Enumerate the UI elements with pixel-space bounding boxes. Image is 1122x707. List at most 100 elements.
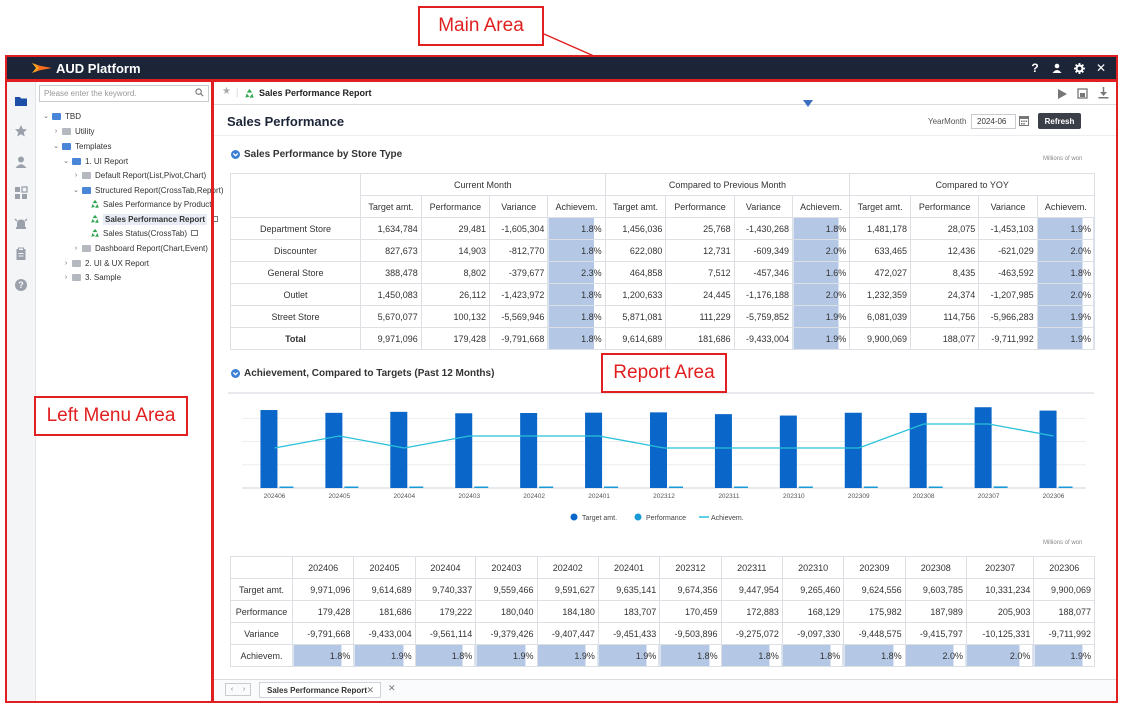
table-cell: 24,445 <box>665 283 735 306</box>
dashboard-icon[interactable] <box>14 186 28 200</box>
table-cell: 9,614,689 <box>604 327 667 350</box>
tree-node[interactable]: ⌄ 1. UI Report <box>62 155 128 167</box>
play-icon[interactable] <box>1058 89 1067 99</box>
chevron-right-icon[interactable]: › <box>74 244 78 252</box>
search-icon[interactable] <box>195 88 204 97</box>
chevron-right-icon[interactable]: › <box>64 259 68 267</box>
tab-prev-icon[interactable]: ‹ <box>230 686 234 693</box>
table-cell: 9,603,785 <box>904 578 967 601</box>
table-cell: 9,674,356 <box>659 578 722 601</box>
table-cell: -9,415,797 <box>904 622 967 645</box>
tree-node[interactable]: Sales Status(CrossTab) <box>82 227 199 239</box>
chevron-right-icon[interactable]: › <box>74 171 78 179</box>
star-icon[interactable] <box>14 124 28 138</box>
x-tick-label: 202311 <box>718 493 740 500</box>
tree-node[interactable]: › Dashboard Report(Chart,Event) <box>72 242 208 254</box>
search-input[interactable]: Please enter the keyword. <box>39 85 209 102</box>
target-bar <box>844 412 862 488</box>
tree-node-label: Default Report(List,Pivot,Chart) <box>95 170 207 180</box>
folder-icon[interactable] <box>14 94 28 108</box>
table-cell: 184,180 <box>536 600 599 623</box>
tree-node[interactable]: ⌄ Structured Report(CrossTab,Report) <box>72 184 223 196</box>
table-cell: 12,731 <box>665 239 735 262</box>
help-icon[interactable]: ? <box>1031 61 1039 75</box>
help-circle-icon[interactable]: ? <box>14 278 28 292</box>
table-cell: -9,407,447 <box>536 622 599 645</box>
table-cell: 180,040 <box>475 600 538 623</box>
table-cell: 2.0% <box>1036 239 1096 262</box>
performance-bar <box>1058 486 1073 488</box>
refresh-button[interactable]: Refresh <box>1038 113 1081 129</box>
chevron-down-icon[interactable]: ⌄ <box>73 187 79 194</box>
tab-sales-performance-report[interactable]: Sales Performance Report ✕ <box>259 682 381 698</box>
tree-node[interactable]: › 3. Sample <box>62 271 121 283</box>
month-header: 202312 <box>659 556 722 579</box>
tab-close-icon[interactable]: ✕ <box>366 685 374 695</box>
x-tick-label: 202306 <box>1043 493 1065 500</box>
table-cell: 2.0% <box>792 283 851 306</box>
shortcut-icon[interactable] <box>211 216 219 222</box>
alarm-icon[interactable] <box>14 217 28 231</box>
table-cell: 188,077 <box>909 327 980 350</box>
tree-node[interactable]: Sales Performance Report <box>82 213 219 225</box>
table-cell: 9,635,141 <box>597 578 661 601</box>
app-title: AUD Platform <box>56 60 141 76</box>
report-title-bar: Sales Performance YearMonth 2024-06 Refr… <box>213 106 1117 136</box>
close-all-tabs-icon[interactable]: ✕ <box>388 683 396 693</box>
table-cell: 9,447,954 <box>720 578 783 601</box>
table-row: Outlet 1,450,083 26,112 -1,423,972 1.8% 1,200… <box>230 283 1096 306</box>
page-title: Sales Performance <box>227 114 345 129</box>
download-icon[interactable] <box>1098 87 1109 99</box>
target-bar <box>455 413 473 488</box>
table-cell: 12,436 <box>909 239 980 262</box>
collapse-toggle-icon[interactable] <box>803 100 813 108</box>
folder-icon <box>62 142 71 150</box>
table-cell: 2.0% <box>1036 283 1096 306</box>
tree-node-label: Sales Performance Report <box>103 213 208 225</box>
group-header: Current Month <box>360 173 606 196</box>
collapse-chevron-icon[interactable] <box>231 150 240 159</box>
user-icon[interactable] <box>1051 63 1063 73</box>
column-header: Achievem. <box>1036 195 1096 218</box>
row-label: Outlet <box>230 283 361 306</box>
table-cell: 183,707 <box>597 600 661 623</box>
favorite-star-icon[interactable]: ★ <box>222 86 231 97</box>
tree-node[interactable]: ⌄ TBD <box>42 110 81 122</box>
table-cell: 1,481,178 <box>849 217 911 240</box>
target-bar <box>1039 410 1057 488</box>
legend-label: Achievem. <box>711 515 744 522</box>
yearmonth-input[interactable]: 2024-06 <box>971 114 1016 129</box>
save-icon[interactable] <box>1077 88 1088 99</box>
table-cell: 172,883 <box>720 600 783 623</box>
table-cell: -1,430,268 <box>733 217 794 240</box>
calendar-icon[interactable] <box>1019 115 1029 126</box>
tree-node[interactable]: ⌄ Templates <box>52 140 111 152</box>
chevron-down-icon[interactable]: ⌄ <box>63 158 69 165</box>
left-menu-tree: Please enter the keyword. ⌄ TBD › Utility ⌄ T… <box>36 80 224 702</box>
collapse-chevron-icon[interactable] <box>231 369 240 378</box>
close-icon[interactable]: ✕ <box>1095 61 1107 75</box>
chevron-right-icon[interactable]: › <box>54 127 58 135</box>
table-row: Variance -9,791,668 -9,433,004 -9,561,114 -9… <box>230 622 1095 645</box>
chevron-right-icon[interactable]: › <box>64 273 68 281</box>
person-icon[interactable] <box>14 155 28 169</box>
column-header: Variance <box>733 195 794 218</box>
tree-node[interactable]: › Utility <box>52 125 95 137</box>
x-tick-label: 202307 <box>978 493 1000 500</box>
tree-node[interactable]: Sales Performance by Product <box>82 198 212 210</box>
tree-node[interactable]: › Default Report(List,Pivot,Chart) <box>72 169 206 181</box>
tab-nav-arrows[interactable]: ‹ › <box>225 683 251 696</box>
gear-icon[interactable] <box>1073 62 1085 74</box>
clipboard-icon[interactable] <box>14 247 28 261</box>
table-cell: 10,331,234 <box>965 578 1035 601</box>
chevron-down-icon[interactable]: ⌄ <box>43 113 49 120</box>
performance-bar <box>798 486 813 488</box>
tab-next-icon[interactable]: › <box>242 686 246 693</box>
yearmonth-label: YearMonth <box>928 117 967 126</box>
chevron-down-icon[interactable]: ⌄ <box>53 143 59 150</box>
x-tick-label: 202404 <box>393 493 415 500</box>
shortcut-icon[interactable] <box>191 230 199 236</box>
table-cell: 9,624,556 <box>843 578 906 601</box>
tree-node[interactable]: › 2. UI & UX Report <box>62 257 149 269</box>
table-cell: -9,448,575 <box>843 622 906 645</box>
